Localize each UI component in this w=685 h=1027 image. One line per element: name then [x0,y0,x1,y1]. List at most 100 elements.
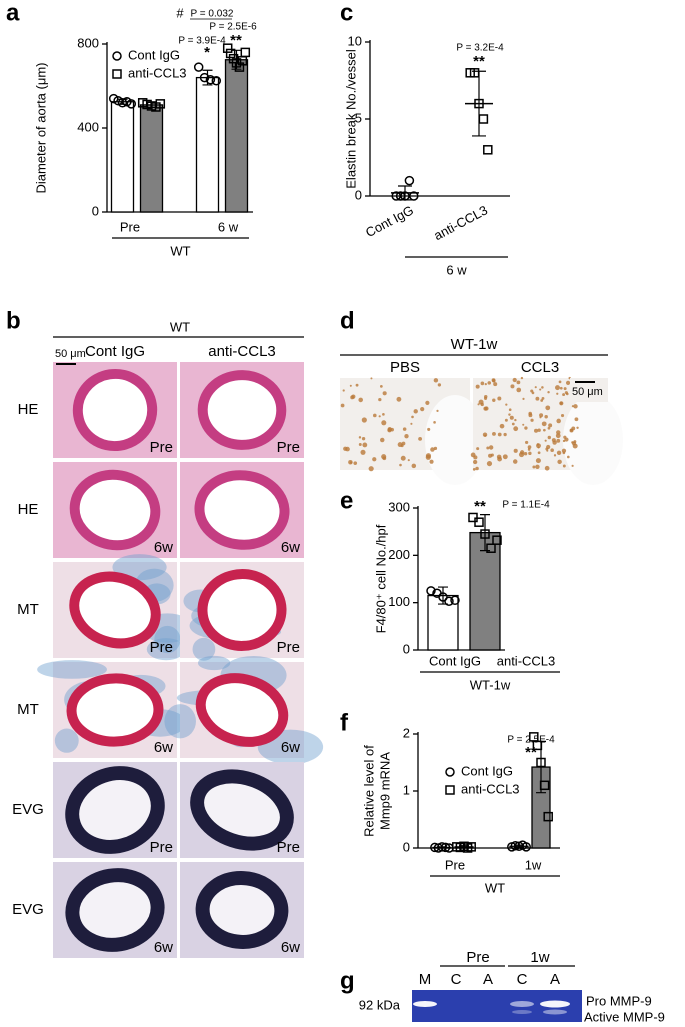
y-axis-label: Elastin break No./vessel [343,49,358,189]
row-label: EVG [12,901,44,918]
stain-dot [525,440,529,445]
stain-dot [509,415,514,420]
stain-dot [512,459,518,464]
stain-dot [576,426,579,430]
panel-label: f [340,709,349,736]
data-point [126,99,137,109]
stain-dot [407,459,410,462]
column-label: Cont IgG [85,343,145,360]
y-tick-label: 10 [348,33,362,48]
vessel-wall [72,368,158,452]
stain-dot [475,466,479,471]
error-bar [231,49,242,70]
stain-dot [513,448,518,453]
data-point [222,43,233,53]
y-tick-label: 0 [92,203,99,218]
stain-dot [522,423,525,426]
image-tag: Pre [277,839,300,856]
stain-dot [562,464,566,468]
band-label: Pro MMP-9 [586,993,652,1008]
stain-dot [524,426,528,430]
bar [224,59,249,213]
stain-dot [425,400,430,405]
stain-dot [565,380,571,385]
y-tick-label: 300 [388,499,410,514]
stain-dot [514,418,517,422]
scale-bar-label: 50 μm [55,348,86,360]
stain-dot [518,452,525,458]
stain-dot [480,402,484,407]
tissue-texture [146,638,186,661]
stain-dot [550,448,554,452]
data-point [122,97,132,107]
x-tick-label: Cont IgG [429,653,481,668]
stain-dot [358,397,363,403]
data-point [486,543,496,553]
stain-dot [556,392,559,395]
data-point [117,98,128,108]
legend-label: Cont IgG [461,763,513,778]
image-tag: 6w [281,939,300,956]
image-tag: 6w [281,739,300,756]
stain-dot [396,396,402,402]
stain-dot [493,382,498,387]
stain-dot [487,381,492,385]
stain-dot [546,449,549,452]
image-tag: Pre [150,439,173,456]
stain-dot [567,455,570,459]
legend-marker [445,785,455,795]
stain-dot [535,464,540,470]
vessel-wall [195,673,289,747]
lane-label: A [550,971,560,988]
data-point [113,95,123,106]
stain-dot [532,465,536,469]
data-point [234,62,245,72]
stain-dot [523,452,528,456]
group-label: WT [485,880,505,895]
stain-dot [547,426,551,430]
data-point [225,48,236,59]
stain-dot [486,460,493,467]
stain-dot [537,451,541,455]
bar [110,101,135,213]
lane-label: C [451,971,462,988]
stain-dot [555,385,560,391]
annotation: P = 3.9E-4 [178,36,226,47]
stain-dot [537,428,541,432]
lane-label: C [517,971,528,988]
stain-dot [342,389,345,392]
stain-dot [562,393,566,397]
row-label: MT [17,601,39,618]
stain-dot [378,397,382,402]
panel-label: d [340,307,355,334]
data-point [205,74,216,85]
stain-dot [504,418,508,422]
stain-dot [427,427,431,431]
stain-dot [387,428,392,433]
stain-dot [563,387,567,391]
stain-dot [560,413,565,418]
data-point [450,595,460,606]
stain-dot [530,418,534,422]
tissue-texture [164,704,196,739]
data-point [543,811,553,822]
y-tick-label: 200 [388,547,410,562]
stain-dot [410,422,413,425]
data-point [483,145,493,155]
stain-dot [418,436,423,441]
vessel-wall [190,769,294,851]
legend-label: anti-CCL3 [128,65,187,80]
stain-dot [545,405,551,411]
data-point [430,842,440,853]
stain-dot [411,415,414,419]
stain-dot [556,450,562,456]
stain-dot [370,377,373,380]
stain-dot [527,448,531,451]
data-point [400,191,410,201]
row-label: HE [18,501,39,518]
annotation: P = 0.032 [191,9,234,20]
stain-dot [358,436,362,439]
vessel-wall [65,868,165,952]
stain-dot [380,437,385,443]
